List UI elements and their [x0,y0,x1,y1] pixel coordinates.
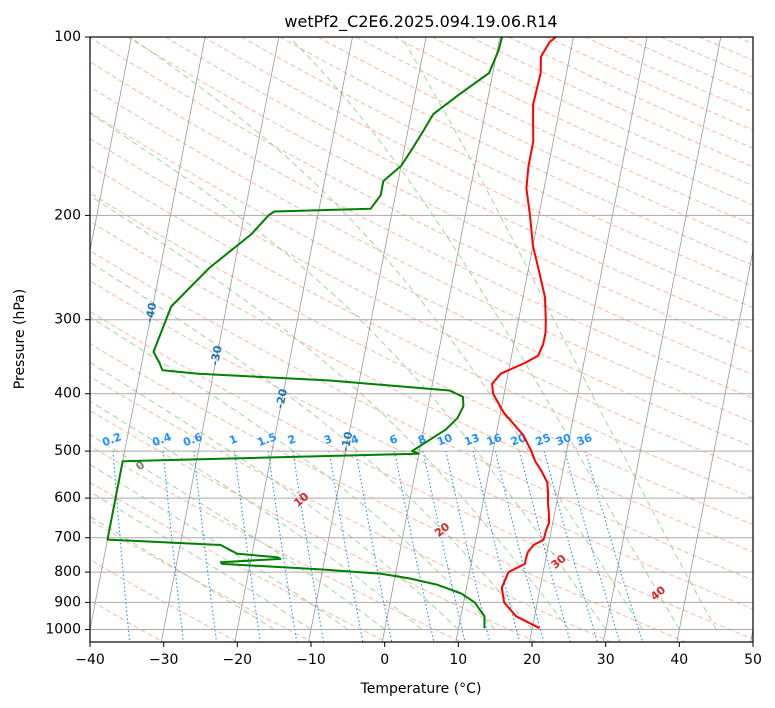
x-tick-label: −40 [75,652,105,668]
mixing-ratio-label: 3 [322,432,334,447]
mixing-ratio-line [472,450,521,642]
mixing-ratio-line [292,451,325,642]
moist-adiabat-line [90,400,422,630]
dry-adiabat-line [90,86,753,423]
isotherm-line [90,37,132,253]
y-tick-label: 900 [54,594,81,610]
mixing-ratio-line [445,450,491,642]
mixing-ratio-line [193,451,218,642]
isotherm-label: -40 [143,301,160,323]
mixing-ratio-line [585,450,644,642]
y-tick-label: 800 [54,564,81,580]
dry-adiabat-line [90,220,753,553]
mixing-ratio-line [494,450,545,642]
mixing-ratio-label: 1.5 [256,430,279,449]
plot-frame [89,36,754,643]
isotherm-line [308,37,427,642]
x-tick-label: 30 [597,652,615,668]
chart-title: wetPf2_C2E6.2025.094.19.06.R14 [284,12,557,32]
dry-adiabat-line [126,37,753,353]
x-axis-label: Temperature (°C) [360,681,482,697]
mixing-ratio-label: 16 [485,431,504,449]
dewpoint-profile-line [106,37,503,629]
dry-adiabat-line [165,37,753,330]
mixing-ratio-line [519,450,571,642]
mixing-ratio-line [328,451,364,642]
x-tick-label: −30 [149,652,179,668]
x-tick-label: 10 [449,652,467,668]
dry-adiabat-line [90,250,753,581]
y-tick-label: 500 [54,443,81,459]
isotherm-line [90,37,206,632]
mixing-ratio-label: 6 [388,432,400,447]
line-labels: -100-90-80-70-60-50-40-30-20-100.10.20.4… [77,259,668,603]
dry-adiabat-line [90,164,753,499]
y-tick-label: 300 [54,312,81,328]
mixing-ratio-label: 1 [227,432,239,447]
x-tick-label: −10 [296,652,326,668]
moist-adiabat-line [289,37,680,630]
y-ticks: 100 200 300 400 500 600 700 800 900 1000 [45,29,90,638]
dry-adiabat-line [241,37,753,287]
y-tick-label: 600 [54,490,81,506]
mixing-ratio-line [394,451,435,642]
moist-adiabat-line [90,112,607,630]
y-tick-label: 1000 [45,622,81,638]
isotherm-line [381,37,501,642]
mixing-ratio-label: 10 [435,431,454,449]
mixing-ratio-label: 30 [554,431,573,449]
y-tick-label: 200 [54,207,81,223]
mixing-ratio-label: 0.6 [181,430,204,449]
moist-adiabat-line [90,195,570,630]
mixing-ratio-line [422,450,466,642]
x-tick-label: 20 [523,652,541,668]
isotherm-line [455,37,574,642]
mixing-ratio-label: 13 [463,431,482,448]
y-axis-label: Pressure (hPa) [12,289,28,389]
isotherm-label: -10 [339,430,356,452]
mixing-ratio-label: 0.2 [100,430,123,449]
y-tick-label: 400 [54,386,81,402]
mixing-ratio-label: 4 [349,432,361,447]
moist-adiabat-line [90,261,533,630]
isotherm-label: -50 [77,259,94,281]
dry-adiabat-line [90,61,753,399]
y-tick-label: 700 [54,530,81,546]
moist-adiabat-line [90,361,459,630]
x-tick-label: 50 [744,652,762,668]
x-tick-label: 0 [380,652,389,668]
isotherm-line [234,37,353,642]
mixing-ratio-line [267,451,298,642]
moist-adiabat-line [90,434,386,630]
isotherm-line [676,248,753,642]
x-tick-label: 40 [670,652,688,668]
mixing-ratio-label: 0.4 [150,430,173,449]
background-lines [90,37,753,642]
isotherm-line [529,37,648,642]
isotherm-label: -30 [208,344,225,366]
profile-series [106,37,557,630]
mixing-ratio-line [564,450,621,642]
isotherm-label: -20 [273,387,290,409]
mixing-ratio-line [543,450,598,642]
mixing-ratio-line [355,451,393,642]
dry-adiabat-line [90,137,753,473]
temperature-profile-line [491,37,557,630]
y-tick-label: 100 [54,29,81,45]
moist-adiabat-line [400,37,717,630]
mixing-ratio-line [233,451,261,642]
x-ticks: −40 −30 −20 −10 0 10 20 30 40 50 [75,642,762,668]
mixing-ratio-label: 36 [575,431,594,449]
mixing-ratio-label: 25 [534,431,553,448]
mixing-ratio-line [162,451,184,642]
x-tick-label: −20 [223,652,253,668]
isotherm-line [602,37,722,642]
dry-adiabat-line [90,192,753,526]
moist-adiabat-line [90,463,349,630]
mixing-ratio-label: 2 [286,432,298,447]
mixing-ratio-label: 8 [416,432,428,447]
